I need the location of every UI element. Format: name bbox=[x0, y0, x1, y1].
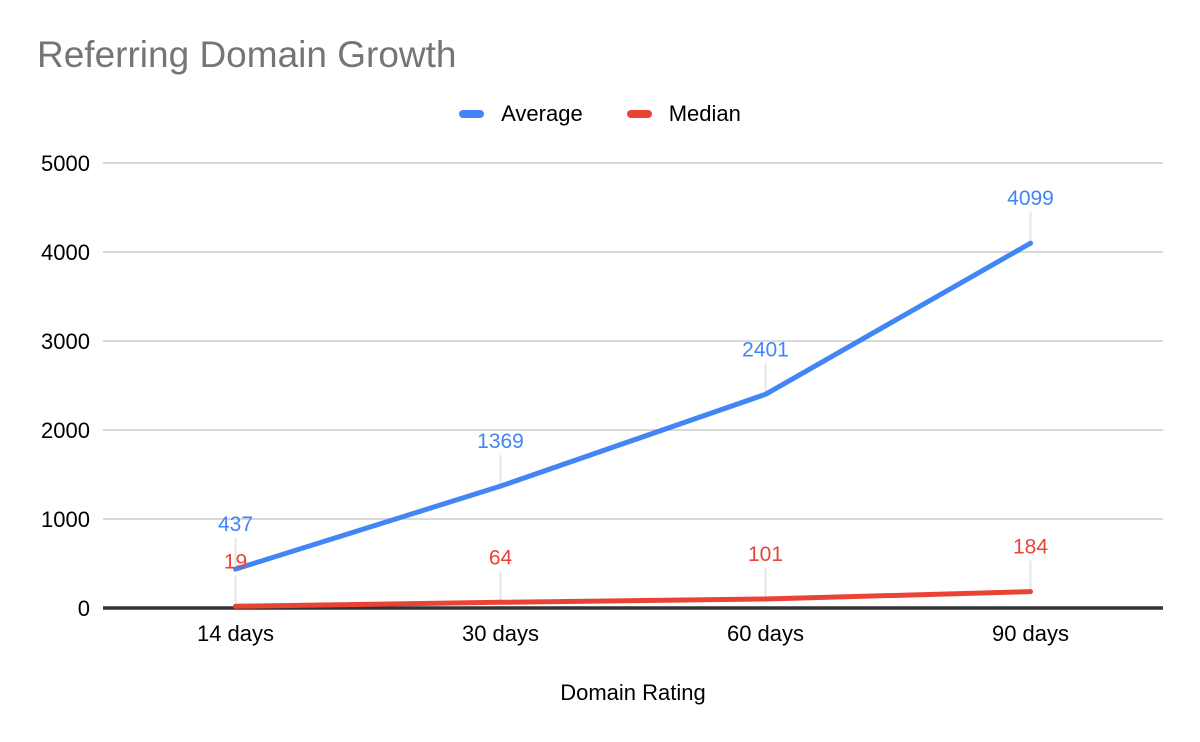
x-tick-label: 60 days bbox=[727, 621, 804, 646]
x-axis-title: Domain Rating bbox=[560, 680, 706, 705]
y-tick-label: 2000 bbox=[41, 418, 90, 443]
data-label-average: 4099 bbox=[1007, 187, 1054, 210]
x-tick-label: 14 days bbox=[197, 621, 274, 646]
y-tick-label: 4000 bbox=[41, 240, 90, 265]
data-label-median: 19 bbox=[224, 550, 247, 573]
legend-label-average: Average bbox=[501, 101, 583, 126]
legend-label-median: Median bbox=[668, 101, 741, 126]
data-label-average: 437 bbox=[218, 513, 253, 536]
data-label-average: 1369 bbox=[477, 430, 524, 453]
data-label-average: 2401 bbox=[742, 338, 789, 361]
y-tick-label: 0 bbox=[78, 596, 90, 621]
legend-swatch-median bbox=[626, 110, 652, 118]
y-tick-label: 3000 bbox=[41, 329, 90, 354]
data-label-median: 64 bbox=[489, 546, 513, 569]
y-tick-label: 5000 bbox=[41, 151, 90, 176]
legend: Average Median bbox=[0, 100, 1200, 128]
legend-item-average: Average bbox=[459, 103, 583, 125]
chart-title: Referring Domain Growth bbox=[37, 34, 457, 75]
series-line-median bbox=[233, 589, 1033, 609]
series-line-average bbox=[233, 240, 1033, 572]
data-label-median: 101 bbox=[748, 543, 783, 566]
legend-swatch-average bbox=[459, 110, 485, 118]
x-tick-label: 90 days bbox=[992, 621, 1069, 646]
y-tick-label: 1000 bbox=[41, 507, 90, 532]
legend-item-median: Median bbox=[626, 101, 741, 126]
x-tick-label: 30 days bbox=[462, 621, 539, 646]
data-label-median: 184 bbox=[1013, 536, 1048, 559]
